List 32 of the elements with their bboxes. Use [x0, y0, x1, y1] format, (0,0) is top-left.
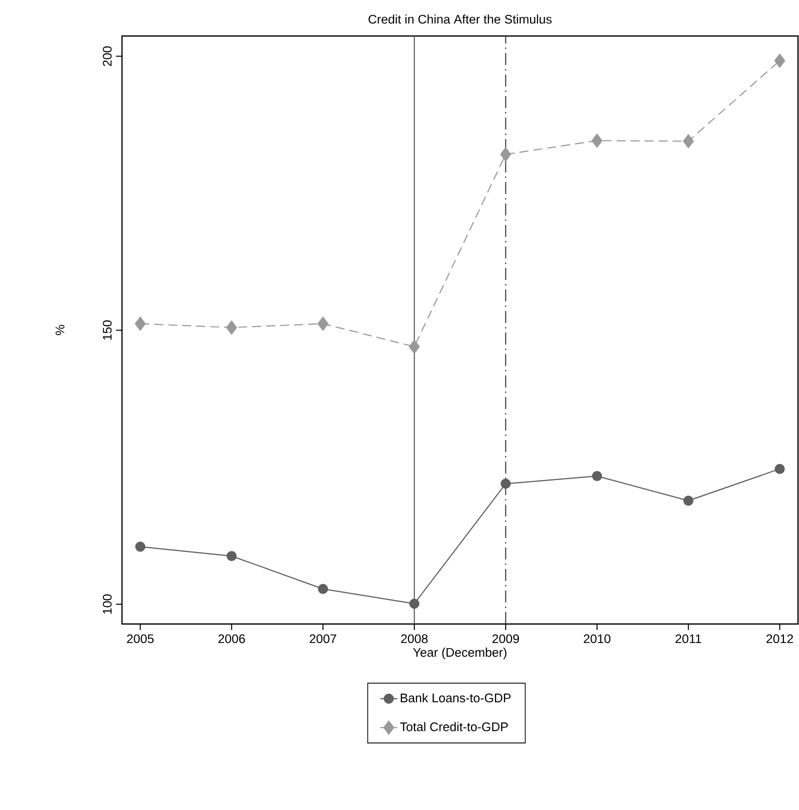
- y-tick-label: 100: [102, 594, 112, 614]
- point: [408, 340, 420, 354]
- point: [134, 316, 146, 331]
- point: [135, 542, 146, 552]
- x-tick-label: 2007: [310, 634, 336, 644]
- point: [592, 470, 602, 482]
- legend-label: Bank Loans-to-GDP: [400, 693, 511, 702]
- point: [592, 134, 602, 148]
- x-tick-label: 2011: [676, 634, 702, 644]
- point: [682, 134, 694, 148]
- x-axis-title: Year (December): [413, 648, 506, 660]
- x-tick-label: 2009: [492, 634, 519, 644]
- x-tick-label: 2006: [218, 634, 245, 644]
- chart-title: Credit in China After the Stimulus: [368, 14, 552, 24]
- y-axis-title: %: [56, 324, 64, 336]
- point: [409, 598, 420, 609]
- point: [226, 550, 237, 562]
- legend-label: Total Credit-to-GDP: [400, 722, 508, 732]
- point: [500, 147, 512, 162]
- point: [774, 464, 785, 474]
- y-tick-label: 200: [102, 46, 112, 66]
- x-tick-label: 2012: [766, 634, 793, 644]
- point: [500, 478, 511, 489]
- point: [774, 54, 786, 68]
- point: [683, 496, 694, 506]
- x-tick-label: 2005: [127, 634, 154, 644]
- point: [318, 584, 328, 594]
- point: [318, 316, 328, 331]
- y-tick-label: 150: [102, 320, 112, 340]
- x-tick-label: 2010: [584, 634, 610, 644]
- point: [226, 320, 238, 335]
- x-tick-label: 2008: [401, 634, 428, 644]
